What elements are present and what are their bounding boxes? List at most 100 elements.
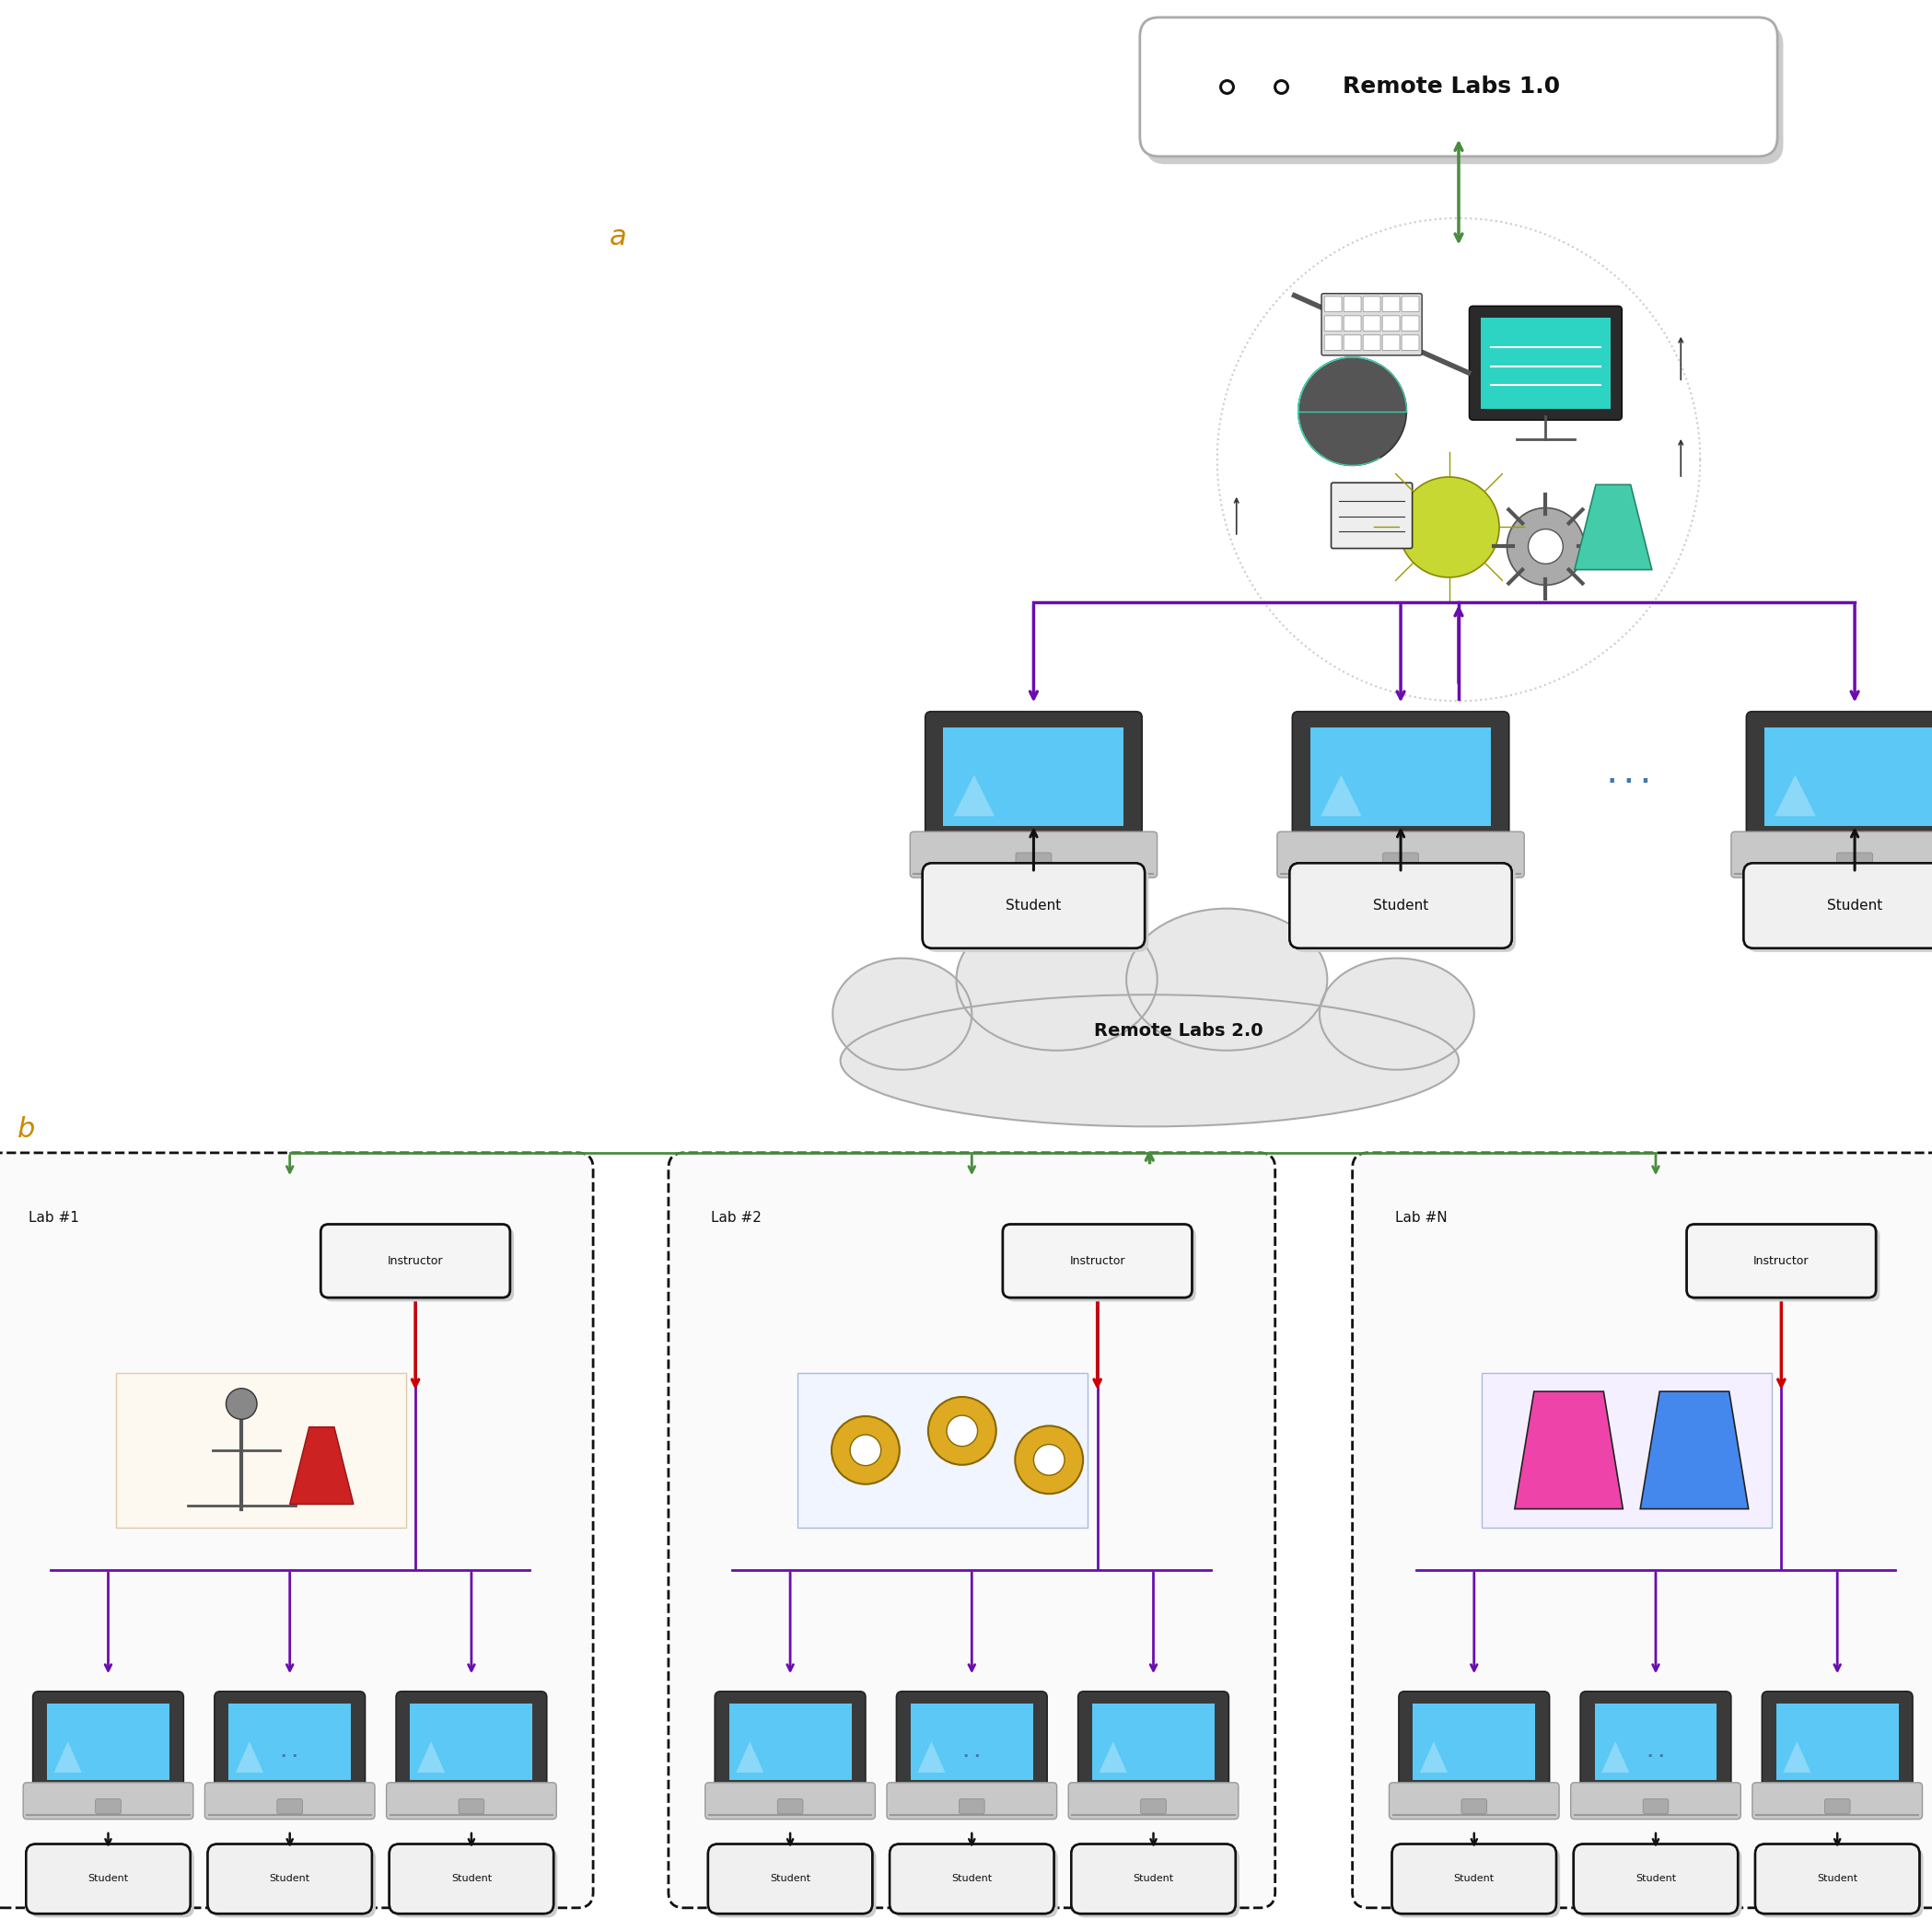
FancyBboxPatch shape: [1389, 1782, 1559, 1819]
Text: Student: Student: [1816, 1875, 1859, 1883]
FancyBboxPatch shape: [1580, 1692, 1731, 1792]
Circle shape: [1014, 1425, 1084, 1495]
FancyBboxPatch shape: [394, 1848, 556, 1917]
Polygon shape: [1420, 1742, 1447, 1773]
FancyBboxPatch shape: [923, 863, 1144, 948]
FancyBboxPatch shape: [410, 1703, 533, 1780]
Text: Student: Student: [769, 1875, 811, 1883]
FancyBboxPatch shape: [1837, 854, 1872, 871]
FancyBboxPatch shape: [388, 1844, 553, 1914]
FancyBboxPatch shape: [1762, 1692, 1913, 1792]
FancyBboxPatch shape: [1461, 1800, 1488, 1813]
FancyBboxPatch shape: [95, 1800, 122, 1813]
FancyBboxPatch shape: [707, 1844, 873, 1914]
FancyBboxPatch shape: [1573, 1844, 1737, 1914]
Polygon shape: [1321, 774, 1362, 817]
Text: Student: Student: [1634, 1875, 1677, 1883]
FancyBboxPatch shape: [1325, 315, 1341, 330]
Text: Student: Student: [1007, 898, 1061, 913]
FancyBboxPatch shape: [728, 1703, 852, 1780]
FancyBboxPatch shape: [23, 1782, 193, 1819]
Text: Instructor: Instructor: [1070, 1255, 1124, 1267]
FancyBboxPatch shape: [1345, 295, 1360, 311]
FancyBboxPatch shape: [1482, 317, 1611, 407]
Ellipse shape: [1126, 910, 1327, 1050]
Text: b: b: [17, 1116, 35, 1143]
FancyBboxPatch shape: [1291, 863, 1511, 948]
FancyBboxPatch shape: [27, 1844, 189, 1914]
FancyBboxPatch shape: [1594, 1703, 1718, 1780]
FancyBboxPatch shape: [1764, 728, 1932, 826]
FancyBboxPatch shape: [889, 1844, 1055, 1914]
Polygon shape: [1640, 1392, 1748, 1508]
FancyBboxPatch shape: [1482, 1373, 1772, 1527]
Text: Student: Student: [951, 1875, 993, 1883]
FancyBboxPatch shape: [1391, 1844, 1557, 1914]
Polygon shape: [417, 1742, 444, 1773]
Ellipse shape: [848, 998, 1451, 1124]
Text: · ·: · ·: [1648, 1749, 1663, 1765]
FancyBboxPatch shape: [1403, 295, 1418, 311]
Circle shape: [1399, 477, 1499, 577]
Circle shape: [1298, 357, 1406, 465]
FancyBboxPatch shape: [1824, 1800, 1851, 1813]
FancyBboxPatch shape: [116, 1373, 406, 1527]
FancyBboxPatch shape: [27, 1844, 189, 1914]
Text: Instructor: Instructor: [1754, 1255, 1808, 1267]
Text: Student: Student: [1828, 898, 1882, 913]
FancyBboxPatch shape: [46, 1703, 170, 1780]
FancyBboxPatch shape: [1383, 854, 1418, 871]
FancyBboxPatch shape: [276, 1800, 303, 1813]
Ellipse shape: [840, 994, 1459, 1126]
FancyBboxPatch shape: [910, 832, 1157, 877]
Polygon shape: [1099, 1742, 1126, 1773]
FancyBboxPatch shape: [1321, 294, 1422, 355]
FancyBboxPatch shape: [1140, 17, 1777, 156]
FancyBboxPatch shape: [1003, 1224, 1192, 1298]
FancyBboxPatch shape: [0, 1153, 593, 1908]
FancyBboxPatch shape: [207, 1844, 371, 1914]
Polygon shape: [954, 774, 995, 817]
FancyBboxPatch shape: [207, 1844, 371, 1914]
Circle shape: [1034, 1444, 1065, 1475]
Circle shape: [226, 1388, 257, 1419]
Polygon shape: [736, 1742, 763, 1773]
FancyBboxPatch shape: [205, 1782, 375, 1819]
Polygon shape: [1575, 485, 1652, 570]
FancyBboxPatch shape: [1070, 1844, 1235, 1914]
FancyBboxPatch shape: [1758, 1848, 1922, 1917]
Text: Student: Student: [450, 1875, 493, 1883]
FancyBboxPatch shape: [943, 728, 1124, 826]
FancyBboxPatch shape: [925, 711, 1142, 842]
FancyBboxPatch shape: [958, 1800, 985, 1813]
FancyBboxPatch shape: [1731, 832, 1932, 877]
Circle shape: [831, 1415, 900, 1485]
FancyBboxPatch shape: [1293, 711, 1509, 842]
FancyBboxPatch shape: [715, 1692, 866, 1792]
FancyBboxPatch shape: [1078, 1692, 1229, 1792]
Text: Remote Labs 2.0: Remote Labs 2.0: [1094, 1021, 1264, 1041]
FancyBboxPatch shape: [1747, 867, 1932, 952]
Polygon shape: [1602, 1742, 1629, 1773]
Polygon shape: [918, 1742, 945, 1773]
Ellipse shape: [956, 910, 1157, 1050]
FancyBboxPatch shape: [31, 1848, 193, 1917]
FancyBboxPatch shape: [1399, 1692, 1549, 1792]
FancyBboxPatch shape: [1277, 832, 1524, 877]
FancyBboxPatch shape: [396, 1692, 547, 1792]
FancyBboxPatch shape: [1403, 315, 1418, 330]
FancyBboxPatch shape: [893, 1848, 1059, 1917]
FancyBboxPatch shape: [1573, 1844, 1737, 1914]
FancyBboxPatch shape: [923, 863, 1144, 948]
FancyBboxPatch shape: [1068, 1782, 1238, 1819]
Text: · · ·: · · ·: [1607, 770, 1650, 794]
FancyBboxPatch shape: [1470, 305, 1621, 419]
FancyBboxPatch shape: [1690, 1228, 1880, 1301]
FancyBboxPatch shape: [1395, 1848, 1561, 1917]
FancyBboxPatch shape: [1743, 863, 1932, 948]
Text: Student: Student: [87, 1875, 129, 1883]
FancyBboxPatch shape: [1007, 1228, 1196, 1301]
FancyBboxPatch shape: [1074, 1848, 1240, 1917]
FancyBboxPatch shape: [1383, 315, 1399, 330]
Polygon shape: [1783, 1742, 1810, 1773]
